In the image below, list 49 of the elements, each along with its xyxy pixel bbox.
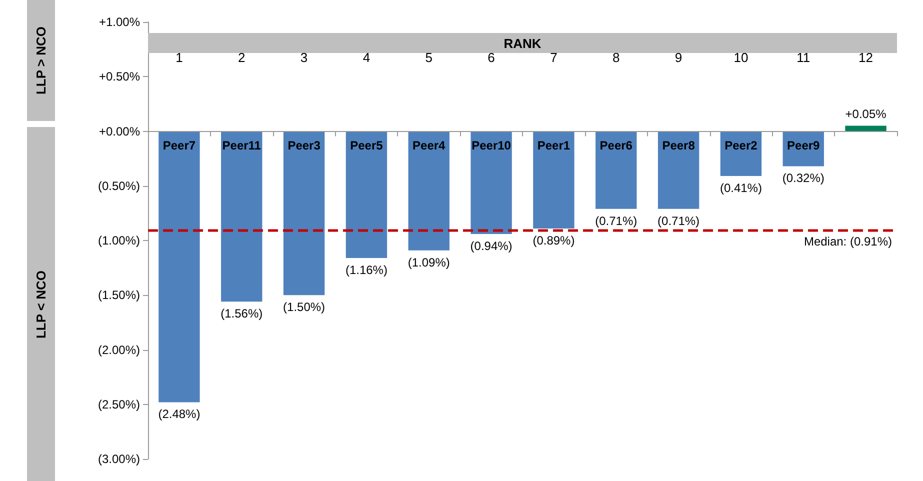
side-label-box: LLP < NCO bbox=[27, 127, 55, 481]
x2-tick-label: 10 bbox=[734, 50, 748, 65]
y-tick-label: (2.50%) bbox=[98, 397, 140, 412]
x2-tick-label: 1 bbox=[176, 50, 183, 65]
y-tick-label: +0.50% bbox=[98, 70, 140, 84]
x2-tick-label: 8 bbox=[612, 50, 620, 65]
data-label: (0.71%) bbox=[595, 214, 638, 228]
x-tick-label: Peer3 bbox=[288, 138, 321, 152]
data-label: (0.89%) bbox=[532, 233, 575, 248]
x2-tick-label: 9 bbox=[674, 50, 682, 65]
x2-tick-label: 7 bbox=[550, 50, 558, 65]
x2-tick-label: 5 bbox=[425, 50, 432, 65]
x-tick-label: Peer2 bbox=[724, 138, 758, 152]
data-label: (0.71%) bbox=[658, 214, 700, 228]
x2-tick-label: 4 bbox=[362, 50, 370, 65]
data-label: (0.41%) bbox=[720, 181, 762, 196]
data-label: (1.50%) bbox=[283, 300, 326, 314]
x2-tick-label: 12 bbox=[858, 50, 874, 65]
x-tick-label: Peer1 bbox=[537, 138, 570, 152]
y-tick-label: (0.50%) bbox=[98, 178, 140, 193]
x-tick-label: Peer9 bbox=[787, 138, 820, 152]
header-banner: RANK bbox=[148, 33, 897, 53]
data-label: (1.56%) bbox=[220, 306, 263, 321]
x-tick-label: Peer4 bbox=[412, 138, 446, 152]
data-label: (1.16%) bbox=[345, 262, 388, 277]
x-tick-label: Peer6 bbox=[600, 138, 633, 152]
x2-tick-label: 3 bbox=[300, 50, 308, 65]
side-label-box: LLP > NCO bbox=[27, 0, 55, 122]
data-label: (2.48%) bbox=[158, 407, 200, 422]
x-tick-label: Peer11 bbox=[222, 138, 262, 152]
y-tick-label: +1.00% bbox=[98, 15, 140, 29]
y-tick-label: (1.50%) bbox=[98, 288, 140, 302]
x2-axis-title: RANK bbox=[504, 36, 542, 50]
x2-tick-label: 2 bbox=[238, 50, 246, 65]
ref-line-label: Median: (0.91%) bbox=[804, 234, 892, 249]
data-label: +0.05% bbox=[845, 106, 887, 121]
y-tick-label: (1.00%) bbox=[98, 234, 140, 248]
y-tick-label: (3.00%) bbox=[98, 452, 140, 466]
x-tick-label: Peer7 bbox=[162, 138, 196, 152]
x2-tick-label: 11 bbox=[796, 50, 810, 65]
data-label: (0.94%) bbox=[470, 238, 512, 253]
y-tick-label: (2.00%) bbox=[98, 342, 140, 357]
data-label: (0.32%) bbox=[782, 171, 824, 186]
x-tick-label: Peer5 bbox=[350, 138, 384, 152]
x-tick-label: Peer10 bbox=[472, 138, 512, 152]
x2-tick-label: 6 bbox=[488, 50, 495, 65]
data-label: (1.09%) bbox=[408, 255, 450, 270]
x-tick-label: Peer8 bbox=[662, 138, 696, 152]
y-tick-label: +0.00% bbox=[98, 124, 140, 138]
